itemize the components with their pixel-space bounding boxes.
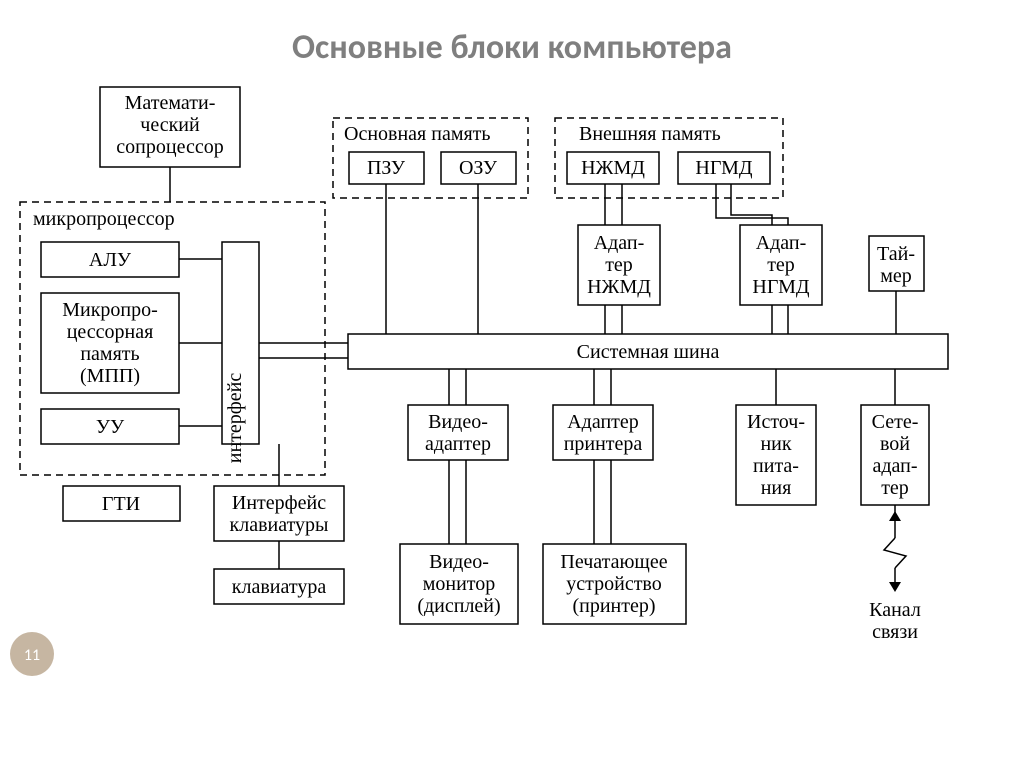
- svg-text:Интерфейс: Интерфейс: [232, 492, 326, 514]
- node-gti: ГТИ: [63, 486, 180, 521]
- svg-text:сопроцессор: сопроцессор: [116, 136, 223, 158]
- svg-text:интерфейс: интерфейс: [224, 373, 246, 464]
- svg-text:Видео-: Видео-: [428, 411, 488, 433]
- svg-text:НЖМД: НЖМД: [587, 276, 651, 298]
- node-fdd: НГМД: [678, 152, 770, 184]
- svg-text:ГТИ: ГТИ: [102, 493, 140, 515]
- svg-text:Сете-: Сете-: [872, 411, 919, 433]
- svg-text:Системная шина: Системная шина: [577, 341, 720, 363]
- svg-text:АЛУ: АЛУ: [89, 249, 132, 271]
- link-channel-arrow: [884, 505, 906, 592]
- node-system-bus: Системная шина: [348, 334, 948, 369]
- label-channel-2: связи: [872, 621, 918, 643]
- svg-text:Печатающее: Печатающее: [560, 551, 667, 573]
- svg-text:(МПП): (МПП): [80, 365, 140, 387]
- svg-text:тер: тер: [605, 254, 633, 276]
- svg-text:Видео-: Видео-: [429, 551, 489, 573]
- svg-text:Тай-: Тай-: [877, 243, 915, 265]
- node-ram: ОЗУ: [441, 152, 516, 184]
- edge: [716, 184, 788, 225]
- svg-text:ния: ния: [761, 477, 792, 499]
- svg-text:тер: тер: [767, 254, 795, 276]
- page-title: Основные блоки компьютера: [292, 27, 732, 68]
- svg-text:цессорная: цессорная: [67, 321, 154, 343]
- svg-text:ОЗУ: ОЗУ: [459, 157, 498, 179]
- svg-text:адап-: адап-: [872, 455, 917, 477]
- group-external-memory-label: Внешняя память: [579, 123, 721, 145]
- node-printer: Печатающее устройство (принтер): [543, 544, 686, 624]
- svg-text:память: память: [80, 343, 139, 365]
- node-video-adapter: Видео- адаптер: [408, 405, 508, 460]
- svg-text:монитор: монитор: [423, 573, 496, 595]
- svg-text:клавиатуры: клавиатуры: [230, 514, 329, 536]
- node-keyboard-interface: Интерфейс клавиатуры: [214, 486, 344, 541]
- node-network-adapter: Сете- вой адап- тер: [861, 405, 929, 505]
- node-fdd-adapter: Адап- тер НГМД: [740, 225, 822, 305]
- svg-text:адаптер: адаптер: [425, 433, 491, 455]
- node-printer-adapter: Адаптер принтера: [553, 405, 653, 460]
- svg-text:ник: ник: [760, 433, 791, 455]
- svg-text:НГМД: НГМД: [695, 157, 753, 179]
- svg-text:11: 11: [24, 646, 40, 665]
- label-channel-1: Канал: [869, 599, 921, 621]
- slide-number-badge: 11: [10, 632, 54, 676]
- svg-text:клавиатура: клавиатура: [232, 576, 327, 598]
- node-monitor: Видео- монитор (дисплей): [400, 544, 518, 624]
- node-keyboard: клавиатура: [214, 569, 344, 604]
- svg-text:(дисплей): (дисплей): [417, 595, 500, 617]
- group-microprocessor-label: микропроцессор: [33, 208, 175, 230]
- svg-text:вой: вой: [880, 433, 910, 455]
- svg-text:устройство: устройство: [566, 573, 662, 595]
- svg-text:НЖМД: НЖМД: [581, 157, 645, 179]
- diagram-canvas: Основные блоки компьютера микропроцессор…: [0, 0, 1024, 767]
- svg-text:Источ-: Источ-: [747, 411, 805, 433]
- svg-text:ческий: ческий: [140, 114, 200, 136]
- node-mpp: Микропро- цессорная память (МПП): [41, 293, 179, 393]
- node-rom: ПЗУ: [349, 152, 424, 184]
- node-power-supply: Источ- ник пита- ния: [736, 405, 816, 505]
- svg-text:Микропро-: Микропро-: [62, 299, 158, 321]
- node-hdd-adapter: Адап- тер НЖМД: [578, 225, 660, 305]
- svg-text:пита-: пита-: [753, 455, 799, 477]
- svg-text:мер: мер: [880, 265, 912, 287]
- svg-text:УУ: УУ: [96, 416, 125, 438]
- svg-text:Математи-: Математи-: [125, 92, 216, 114]
- node-timer: Тай- мер: [869, 236, 924, 291]
- svg-text:тер: тер: [881, 477, 909, 499]
- svg-text:ПЗУ: ПЗУ: [367, 157, 406, 179]
- svg-text:принтера: принтера: [564, 433, 643, 455]
- svg-text:Адаптер: Адаптер: [567, 411, 639, 433]
- node-coprocessor: Математи- ческий сопроцессор: [100, 87, 240, 167]
- node-uu: УУ: [41, 409, 179, 444]
- svg-text:НГМД: НГМД: [752, 276, 810, 298]
- svg-text:Адап-: Адап-: [756, 232, 807, 254]
- svg-text:Адап-: Адап-: [594, 232, 645, 254]
- group-main-memory-label: Основная память: [344, 123, 491, 145]
- node-interface: интерфейс: [222, 242, 259, 463]
- svg-text:(принтер): (принтер): [572, 595, 655, 617]
- node-alu: АЛУ: [41, 242, 179, 277]
- edge: [731, 184, 772, 225]
- node-hdd: НЖМД: [567, 152, 659, 184]
